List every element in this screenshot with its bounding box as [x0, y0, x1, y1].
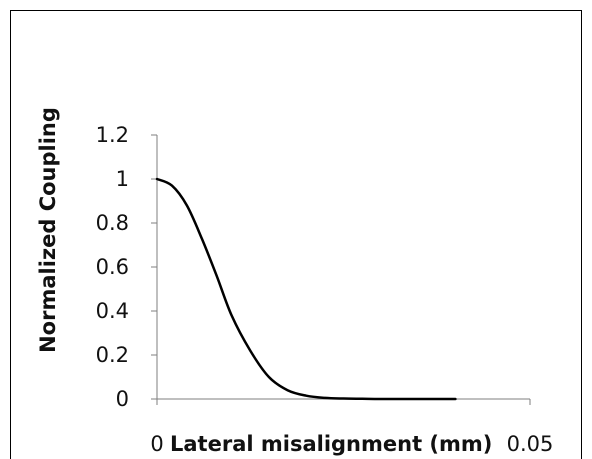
- y-tick-label: 1: [116, 167, 129, 191]
- y-tick-label: 0: [116, 387, 129, 411]
- y-tick-label: 1.2: [96, 123, 129, 147]
- y-tick-label: 0.8: [96, 211, 129, 235]
- y-tick-label: 0.2: [96, 343, 129, 367]
- y-tick-label: 0.4: [96, 299, 129, 323]
- chart-frame: [10, 10, 582, 459]
- x-axis-title: Lateral misalignment (mm): [170, 432, 492, 456]
- x-tick-label: 0: [150, 432, 163, 456]
- y-axis-title: Normalized Coupling: [36, 107, 60, 353]
- y-axis: 0 0.2 0.4 0.6 0.8 1 1.2: [96, 123, 158, 411]
- y-tick-label: 0.6: [96, 255, 129, 279]
- series-line: [155, 177, 457, 401]
- x-tick-label: 0.05: [507, 432, 554, 456]
